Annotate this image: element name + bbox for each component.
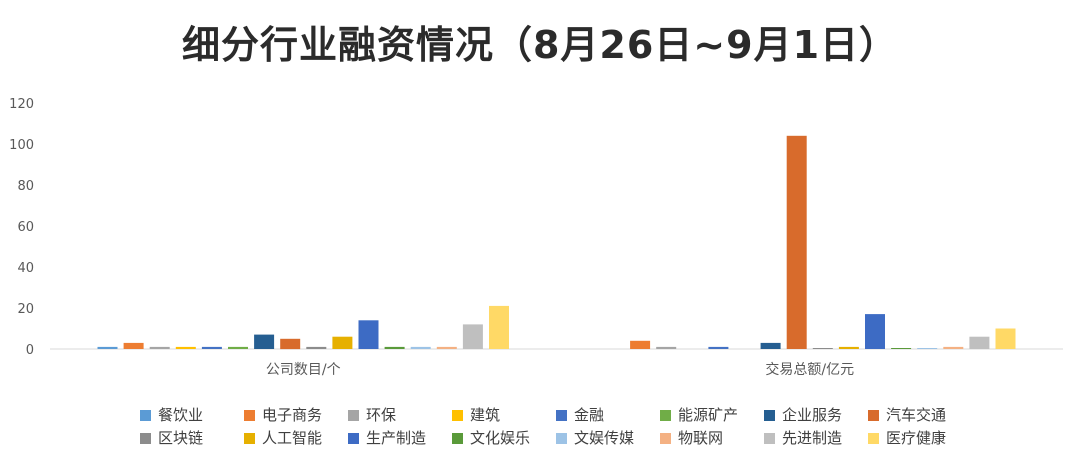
legend-label: 生产制造 <box>366 429 426 447</box>
legend-label: 物联网 <box>678 429 723 447</box>
legend-swatch <box>868 410 879 421</box>
legend-swatch <box>556 410 567 421</box>
chart-title: 细分行业融资情况（8月26日~9月1日） <box>181 23 899 67</box>
legend-label: 汽车交通 <box>886 406 946 424</box>
bar-2-10 <box>838 346 859 349</box>
y-tick-label: 100 <box>9 138 34 153</box>
bar-2-15 <box>969 336 990 349</box>
y-tick-label: 20 <box>17 302 34 317</box>
bar-1-15 <box>462 324 483 349</box>
legend-label: 建筑 <box>470 406 500 424</box>
bar-2-3 <box>656 346 677 349</box>
bar-2-9 <box>812 348 833 349</box>
legend-swatch <box>244 433 255 444</box>
legend-label: 区块链 <box>158 429 203 447</box>
legend-swatch <box>140 433 151 444</box>
bar-2-5 <box>708 346 729 349</box>
legend-swatch <box>452 410 463 421</box>
x-category-label: 公司数目/个 <box>266 362 341 378</box>
bar-2-7 <box>760 342 781 349</box>
bar-1-2 <box>123 342 144 349</box>
y-tick-label: 120 <box>9 97 34 112</box>
legend-swatch <box>244 410 255 421</box>
legend-swatch <box>452 433 463 444</box>
legend-label: 能源矿产 <box>678 406 738 424</box>
bar-1-14 <box>436 346 457 349</box>
legend-label: 电子商务 <box>262 406 322 424</box>
bar-1-10 <box>332 336 353 349</box>
y-tick-label: 40 <box>17 261 34 276</box>
bar-2-11 <box>865 314 885 349</box>
bar-1-4 <box>175 346 196 349</box>
bar-1-16 <box>489 305 509 349</box>
y-tick-label: 80 <box>17 179 34 194</box>
legend-swatch <box>764 410 775 421</box>
y-tick-label: 60 <box>17 220 34 235</box>
bar-2-14 <box>943 346 964 349</box>
legend-label: 医疗健康 <box>886 429 946 447</box>
bar-1-7 <box>254 334 275 349</box>
bar-1-9 <box>306 346 327 349</box>
legend-label: 文娱传媒 <box>574 429 634 447</box>
bar-2-2 <box>630 340 651 349</box>
bar-2-12 <box>891 348 912 349</box>
legend-label: 先进制造 <box>782 429 842 447</box>
legend-swatch <box>868 433 879 444</box>
bar-1-12 <box>384 346 405 349</box>
bar-1-1 <box>97 346 118 349</box>
legend-label: 金融 <box>574 406 604 424</box>
legend-swatch <box>660 410 671 421</box>
legend-label: 企业服务 <box>782 406 842 424</box>
legend-swatch <box>348 410 359 421</box>
legend-swatch <box>660 433 671 444</box>
bar-2-8 <box>786 135 807 349</box>
bar-1-3 <box>149 346 170 349</box>
x-category-label: 交易总额/亿元 <box>765 361 854 378</box>
legend-label: 环保 <box>366 406 396 424</box>
legend-swatch <box>140 410 151 421</box>
legend-swatch <box>764 433 775 444</box>
bar-2-16 <box>995 328 1016 349</box>
bar-1-13 <box>410 346 431 349</box>
y-tick-label: 0 <box>26 343 34 358</box>
legend-label: 文化娱乐 <box>470 429 530 447</box>
bar-1-11 <box>358 320 379 349</box>
legend-label: 餐饮业 <box>158 406 203 424</box>
legend-swatch <box>348 433 359 444</box>
bar-1-8 <box>280 338 301 350</box>
legend-swatch <box>556 433 567 444</box>
bar-1-5 <box>201 346 222 349</box>
legend-label: 人工智能 <box>262 429 322 447</box>
bar-2-13 <box>917 348 938 349</box>
bar-1-6 <box>228 346 248 349</box>
